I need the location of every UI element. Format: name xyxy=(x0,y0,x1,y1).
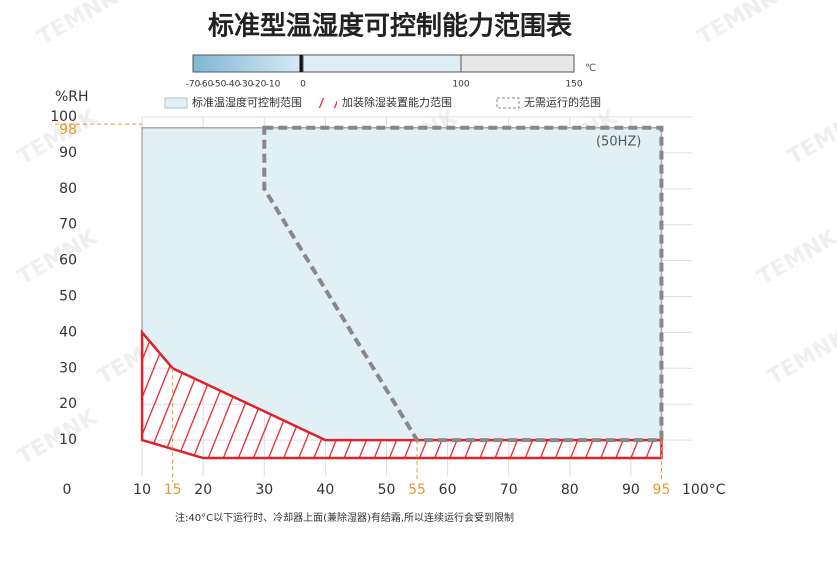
note: 注:40°C以下运行时、冷却器上面(兼除湿器)有结霜,所以连续运行会受到限制 xyxy=(175,511,514,524)
legend-label: 标准温湿度可控制范围 xyxy=(192,95,302,109)
temp-label: 100 xyxy=(452,80,469,90)
highlight-x-label: 95 xyxy=(653,482,671,498)
watermark: TEMNK xyxy=(754,225,837,291)
y-tick-label: 90 xyxy=(59,145,77,161)
y-tick-label: 80 xyxy=(59,181,77,197)
x-tick-label: 100°C xyxy=(682,482,726,498)
x-tick-label: 10 xyxy=(133,482,151,498)
watermark: TEMNK xyxy=(694,0,783,50)
watermark: TEMNK xyxy=(764,325,837,391)
highlight-y-label: 98 xyxy=(59,122,77,138)
temp-label: 150 xyxy=(565,80,582,90)
y-tick-label: 10 xyxy=(59,432,77,448)
temp-label: 0 xyxy=(300,80,306,90)
x-tick-label: 30 xyxy=(255,482,273,498)
temp-scale xyxy=(193,55,574,72)
x-tick-label: 40 xyxy=(316,482,334,498)
y-tick-label: 30 xyxy=(59,360,77,376)
temp-label: -10 xyxy=(266,80,281,90)
y-tick-label: 40 xyxy=(59,324,77,340)
legend-swatch xyxy=(497,98,519,108)
y-tick-label: 60 xyxy=(59,253,77,269)
x-tick-label: 50 xyxy=(378,482,396,498)
legend-swatch xyxy=(165,98,187,108)
x-tick-label: 90 xyxy=(622,482,640,498)
y-tick-label: 50 xyxy=(59,289,77,305)
legend-label: 无需运行的范围 xyxy=(524,95,601,109)
watermark: TEMNK xyxy=(34,0,123,50)
watermark: TEMNK xyxy=(14,405,103,471)
y-tick-label: 20 xyxy=(59,396,77,412)
legend-label: 加装除湿装置能力范围 xyxy=(342,95,452,109)
y-axis-label: %RH xyxy=(55,89,89,105)
chart-title: 标准型温湿度可控制能力范围表 xyxy=(208,11,573,42)
x-tick-label: 80 xyxy=(561,482,579,498)
y-tick-label: 70 xyxy=(59,217,77,233)
watermark: TEMNK xyxy=(784,105,837,171)
legend-swatch xyxy=(315,98,337,108)
temp-label: -50 xyxy=(212,80,227,90)
highlight-x-label: 15 xyxy=(164,482,182,498)
temp-label: -20 xyxy=(252,80,267,90)
x-tick-label: 70 xyxy=(500,482,518,498)
highlight-x-label: 55 xyxy=(408,482,426,498)
x-tick-label: 0 xyxy=(63,482,72,498)
annotation: (50HZ) xyxy=(596,135,641,150)
watermark: TEMNK xyxy=(14,225,103,291)
x-tick-label: 60 xyxy=(439,482,457,498)
x-tick-label: 20 xyxy=(194,482,212,498)
temp-unit: ℃ xyxy=(585,63,596,74)
